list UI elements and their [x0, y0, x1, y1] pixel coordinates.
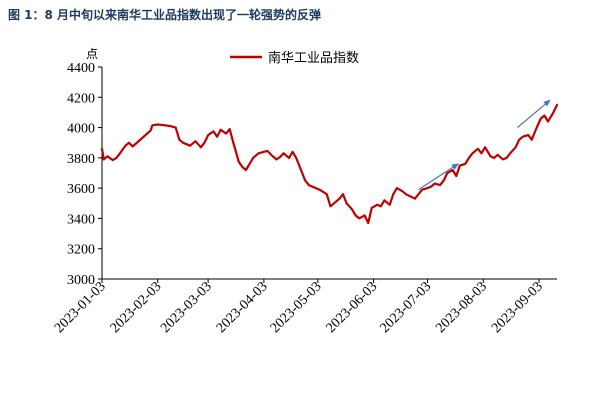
legend: 南华工业品指数	[230, 50, 359, 66]
y-tick-label: 4200	[67, 91, 95, 106]
y-axis-unit-label: 点	[86, 47, 98, 61]
y-tick-label: 3000	[67, 273, 95, 288]
x-tick-label: 2023-06-03	[324, 279, 381, 336]
y-tick-label: 3800	[67, 152, 95, 167]
x-tick-label: 2023-03-03	[158, 279, 215, 336]
x-tick-label: 2023-02-03	[108, 279, 165, 336]
trend-arrow	[418, 163, 459, 191]
x-tick-label: 2023-08-03	[433, 279, 490, 336]
trend-arrow	[517, 99, 551, 129]
series-layer	[100, 103, 559, 225]
axes: 30003200340036003800400042004400点2023-01…	[52, 47, 557, 336]
x-tick-label: 2023-07-03	[378, 279, 435, 336]
series-line	[100, 103, 559, 225]
x-tick-label: 2023-09-03	[489, 279, 546, 336]
y-tick-label: 4400	[67, 61, 95, 76]
legend-label: 南华工业品指数	[268, 50, 359, 66]
annotation-layer	[418, 99, 551, 191]
y-tick-label: 3400	[67, 212, 95, 227]
y-tick-label: 3600	[67, 182, 95, 197]
y-tick-label: 3200	[67, 243, 95, 258]
y-tick-label: 4000	[67, 122, 95, 137]
figure-title: 图 1：8 月中旬以来南华工业品指数出现了一轮强势的反弹	[8, 8, 322, 22]
x-tick-label: 2023-04-03	[214, 279, 271, 336]
x-tick-label: 2023-05-03	[268, 279, 325, 336]
